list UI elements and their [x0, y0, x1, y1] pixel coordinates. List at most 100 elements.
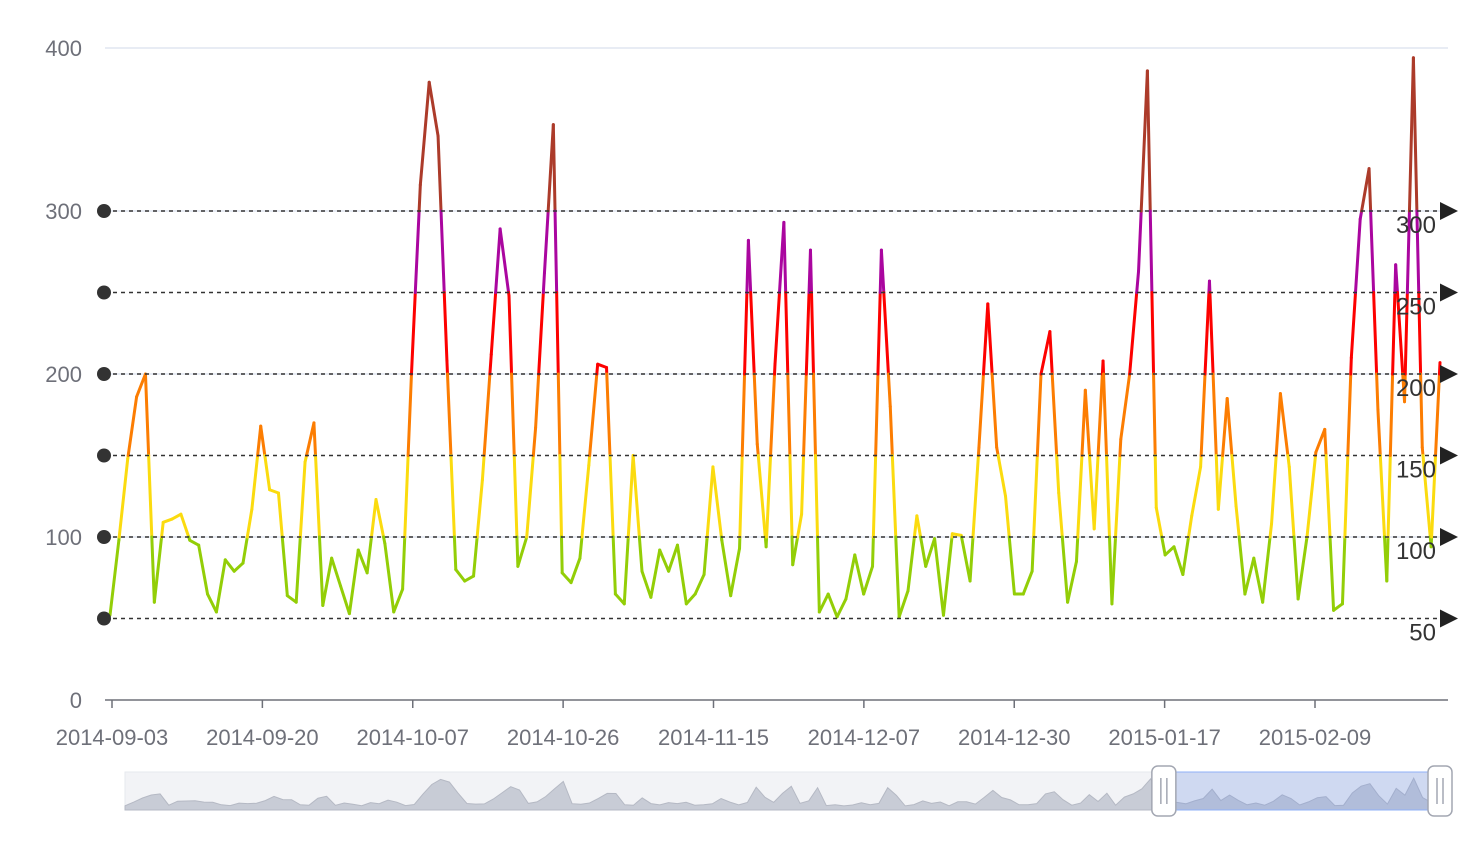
series-segment	[188, 538, 201, 547]
series-segment	[488, 352, 493, 376]
series-segment	[445, 359, 449, 376]
mark-line-label: 200	[1396, 375, 1436, 402]
series-segment	[268, 488, 280, 495]
series-segment	[933, 537, 945, 617]
series-segment	[1292, 535, 1300, 601]
x-tick-label: 2014-09-20	[206, 725, 319, 750]
series-segment	[844, 553, 857, 601]
mark-line-arrow-icon	[1440, 446, 1458, 465]
mark-line-label: 100	[1396, 538, 1436, 565]
series-segment	[1208, 291, 1215, 376]
series-segment	[1163, 545, 1176, 557]
series-segment	[263, 454, 272, 492]
zoom-handle-end[interactable]	[1427, 765, 1453, 817]
series-segment	[1004, 494, 1011, 539]
series-segment	[786, 372, 792, 457]
series-segment	[1369, 209, 1376, 294]
series-segment	[356, 548, 369, 575]
series-segment	[835, 597, 848, 619]
series-segment	[143, 372, 151, 457]
series-segment	[876, 291, 882, 376]
series-segment	[551, 123, 557, 213]
series-segment	[684, 592, 697, 606]
series-segment	[510, 372, 516, 457]
series-segment	[782, 220, 788, 294]
series-segment	[1405, 209, 1411, 294]
series-segment	[637, 535, 644, 573]
series-segment	[559, 535, 564, 575]
series-segment	[1105, 454, 1111, 539]
mark-line-arrow-icon	[1440, 283, 1458, 302]
series-segment	[1139, 69, 1149, 213]
series-segment	[232, 561, 245, 573]
series-segment	[454, 568, 467, 583]
series-segment	[147, 454, 154, 539]
series-segment	[1349, 291, 1358, 360]
series-segment	[135, 372, 147, 399]
series-segment	[886, 372, 892, 409]
series-segment	[1395, 291, 1405, 376]
series-segment	[1385, 535, 1390, 583]
series-segment	[977, 372, 985, 449]
series-segment	[1354, 217, 1362, 294]
series-segment	[853, 553, 866, 596]
y-tick-label: 100	[45, 525, 82, 550]
series-segment	[879, 248, 886, 294]
series-segment	[749, 291, 756, 376]
series-segment	[1403, 372, 1407, 404]
mark-line-arrow-icon	[1440, 365, 1458, 383]
series-segment	[1096, 372, 1104, 457]
data-zoom-slider[interactable]	[124, 765, 1453, 817]
series-segment	[1378, 454, 1387, 539]
series-segment	[1154, 506, 1164, 539]
series-segment	[160, 520, 165, 539]
series-segment	[773, 291, 781, 366]
series-segment	[1270, 454, 1278, 526]
series-segment	[374, 498, 386, 539]
series-segment	[950, 532, 963, 537]
series-segment	[1145, 69, 1152, 213]
series-segment	[1172, 545, 1185, 576]
series-segment	[1181, 535, 1191, 576]
series-segment	[1050, 372, 1059, 457]
series-segment	[587, 454, 592, 467]
series-segment	[813, 454, 819, 539]
series-segment	[817, 592, 830, 614]
series-segment	[475, 478, 484, 539]
series-segment	[409, 291, 417, 376]
x-tick-label: 2014-11-15	[658, 725, 769, 750]
series-segment	[1216, 454, 1225, 511]
series-segment	[871, 454, 878, 539]
x-tick-label: 2014-10-26	[507, 725, 620, 750]
series-segment	[1349, 356, 1353, 376]
series-segment	[1417, 291, 1423, 376]
series-segment	[555, 291, 560, 376]
series-segment	[1296, 535, 1309, 601]
y-tick-label: 400	[45, 36, 82, 61]
series-segment	[622, 535, 630, 606]
zoom-selection[interactable]	[1163, 771, 1441, 811]
mark-line-start-dot	[97, 611, 111, 626]
series-segment	[1187, 514, 1194, 539]
series-segment	[738, 454, 744, 539]
series-segment	[1324, 454, 1332, 539]
series-segment	[1066, 559, 1078, 604]
series-segment	[752, 372, 759, 446]
series-segment	[919, 535, 928, 568]
mark-line-label: 250	[1396, 294, 1436, 321]
series-segment	[294, 535, 302, 604]
series-segment	[1386, 454, 1392, 539]
series-segment	[705, 465, 715, 539]
series-segment	[259, 424, 267, 457]
mark-line-start-dot	[97, 204, 111, 218]
mark-line-arrow-icon	[1440, 202, 1458, 220]
zoom-handle-start[interactable]	[1151, 765, 1177, 817]
series-segment	[1076, 454, 1084, 539]
series-segment	[1221, 396, 1229, 457]
x-tick-label: 2014-12-07	[808, 725, 921, 750]
series-segment	[1343, 454, 1350, 539]
series-segment	[472, 535, 479, 578]
series-segment	[640, 569, 653, 599]
series-segment	[1128, 291, 1139, 376]
series-segment	[800, 454, 806, 516]
